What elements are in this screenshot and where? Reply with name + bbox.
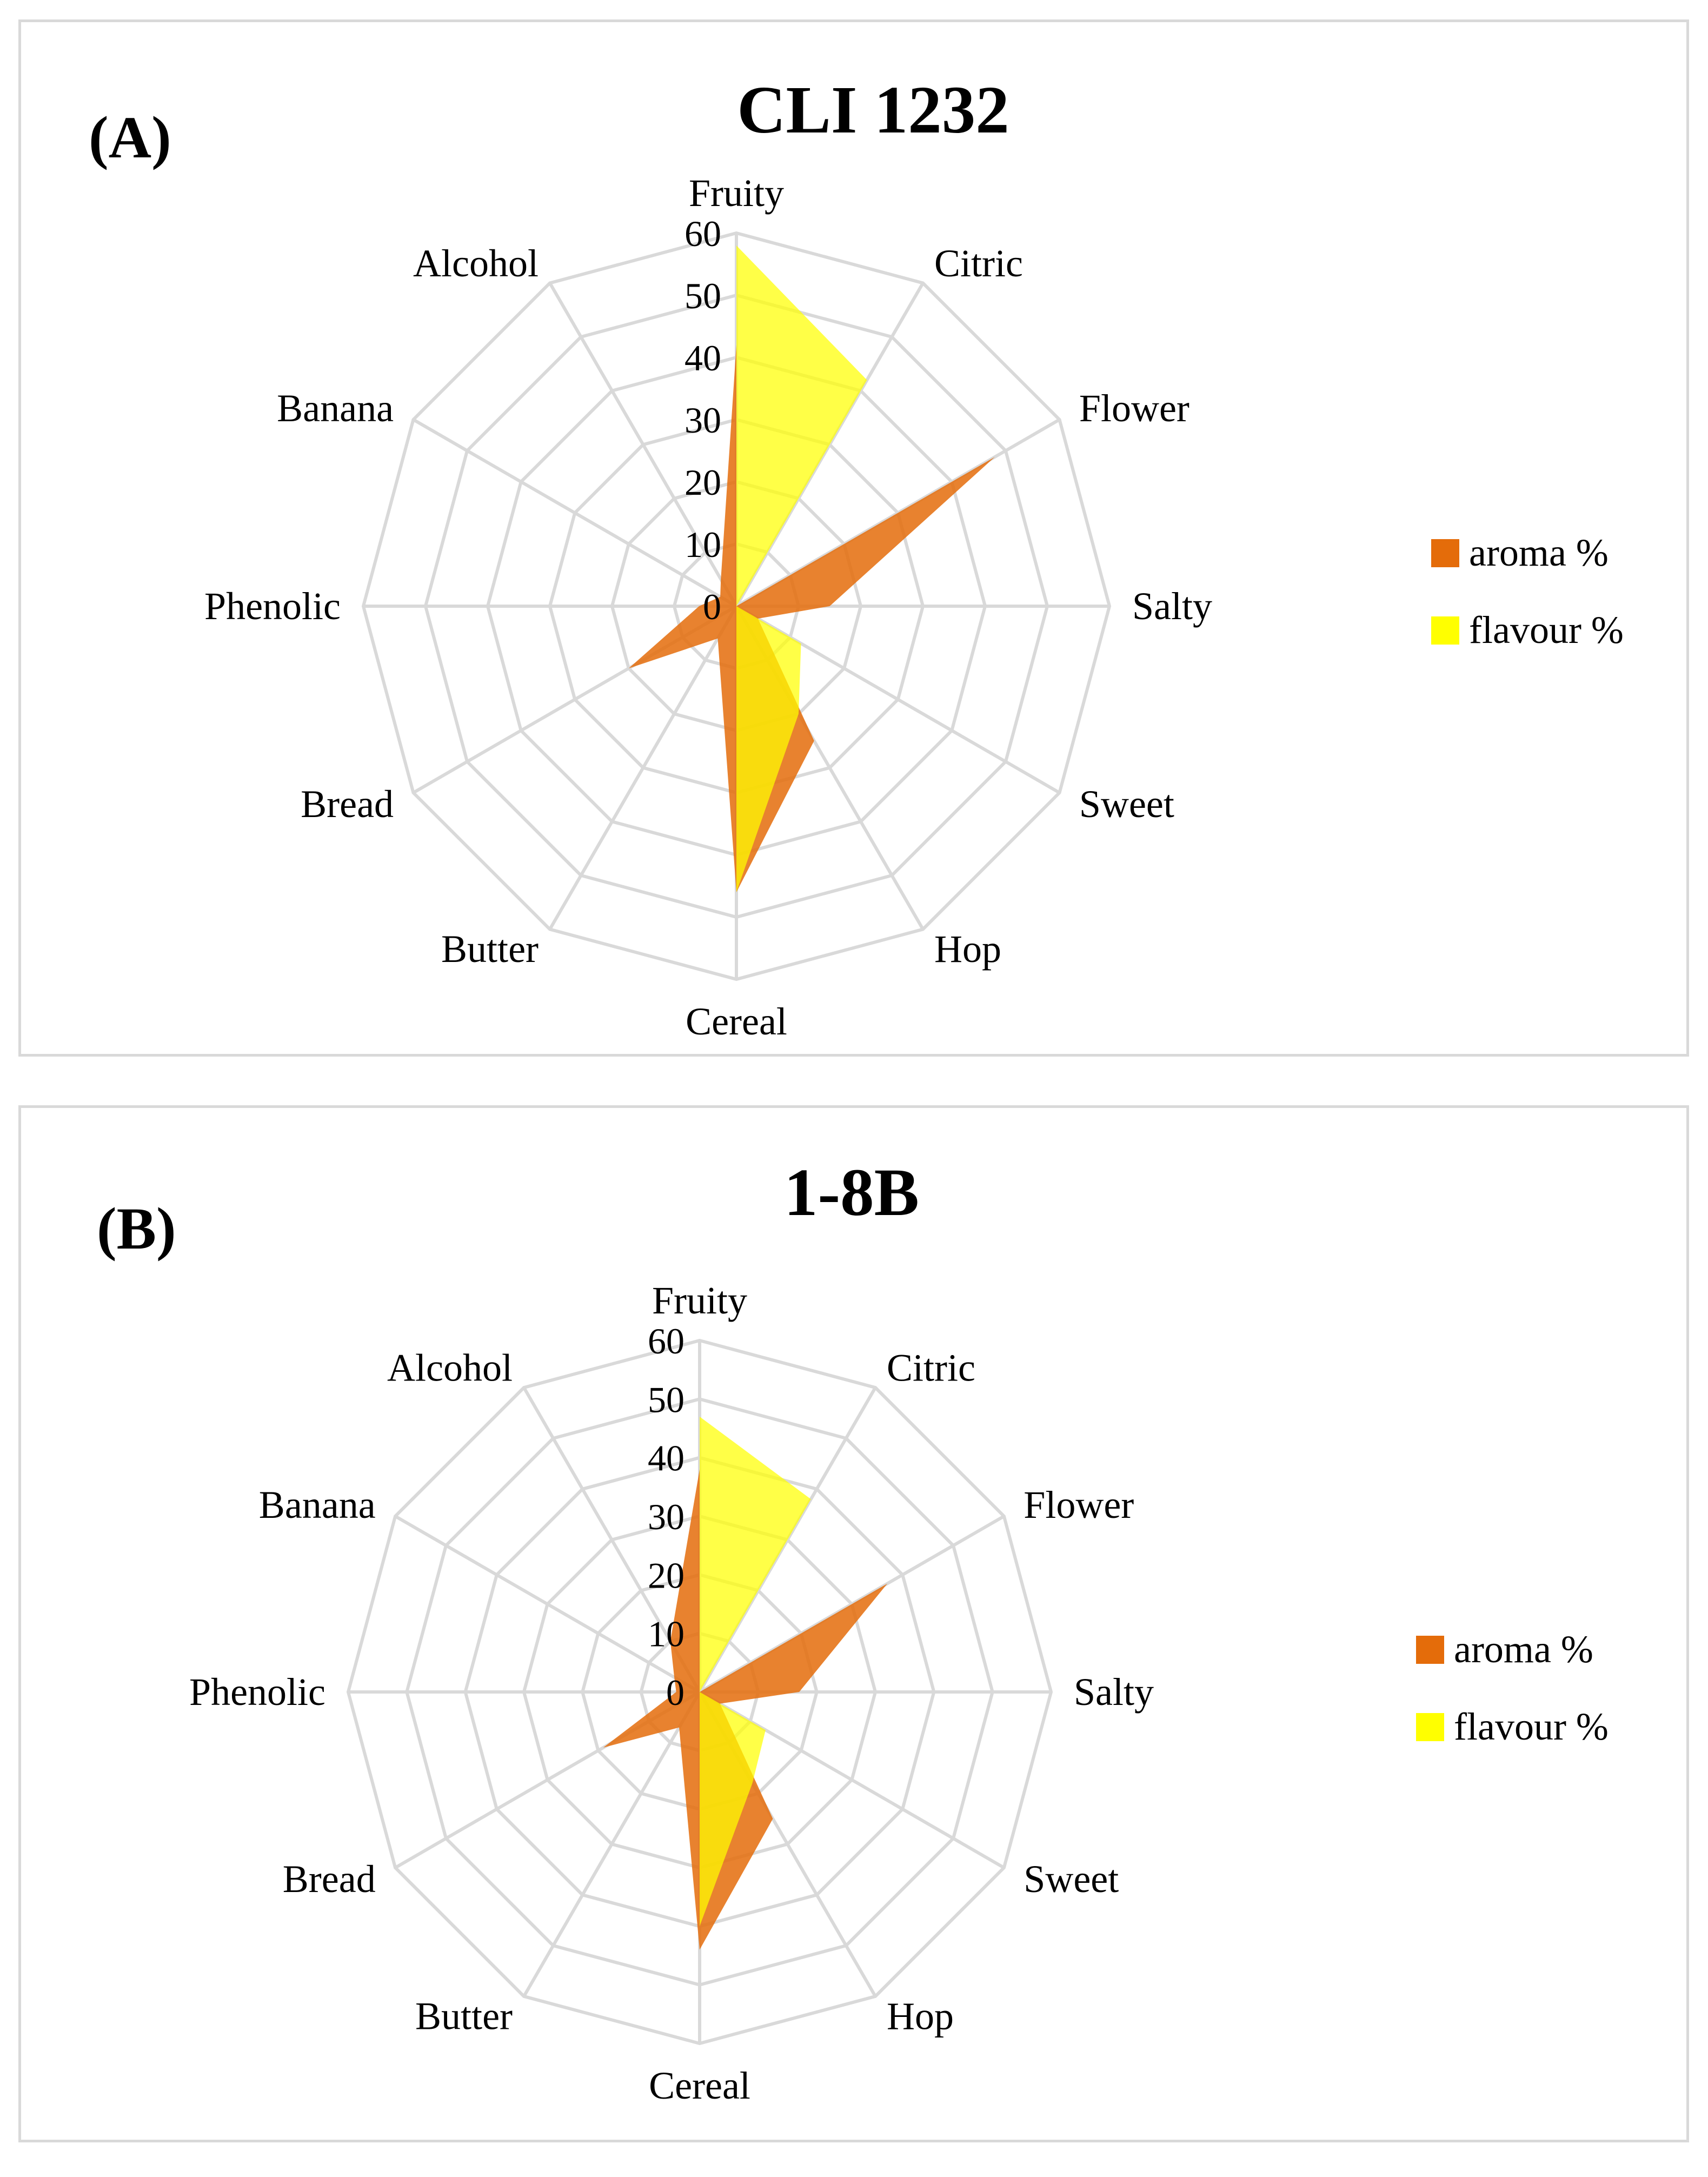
chart-title: CLI 1232 <box>737 73 1009 148</box>
chart-panel-b: (B) 1-8B 0 10 20 30 40 50 60 Fruity Citric Flower… <box>18 1105 1689 2142</box>
grid-spoke <box>699 1690 1005 1869</box>
flavour-swatch <box>1416 1713 1444 1741</box>
category-label: Banana <box>277 387 394 430</box>
category-label: Banana <box>259 1483 376 1526</box>
legend: aroma % flavour % <box>1416 1627 1609 1782</box>
flavour-swatch <box>1431 616 1459 645</box>
grid-spoke <box>735 282 925 607</box>
tick-label: 40 <box>648 1438 684 1479</box>
category-label: Sweet <box>1079 782 1174 826</box>
category-label: Fruity <box>689 171 784 215</box>
tick-label: 60 <box>648 1320 684 1362</box>
legend-item-aroma: aroma % <box>1431 530 1624 575</box>
category-label: Flower <box>1079 387 1189 430</box>
category-label: Fruity <box>652 1279 747 1322</box>
category-label: Sweet <box>1024 1857 1119 1901</box>
aroma-swatch <box>1416 1635 1444 1664</box>
tick-label: 0 <box>666 1672 684 1713</box>
series-area-flavour <box>588 1416 811 1927</box>
panel-label: (B) <box>97 1196 176 1262</box>
category-label: Bread <box>301 782 394 826</box>
category-label: Salty <box>1132 585 1212 628</box>
tick-label: 20 <box>648 1555 684 1596</box>
category-label: Flower <box>1024 1483 1134 1526</box>
category-label: Salty <box>1074 1670 1154 1714</box>
legend-item-flavour: flavour % <box>1416 1704 1609 1749</box>
tick-label: 20 <box>684 462 721 503</box>
category-label: Alcohol <box>387 1346 513 1390</box>
grid-spoke <box>522 1386 701 1693</box>
tick-label: 30 <box>648 1496 684 1537</box>
tick-label: 40 <box>684 337 721 379</box>
category-label: Butter <box>441 927 539 971</box>
tick-label: 10 <box>684 524 721 565</box>
category-label: Cereal <box>686 1000 787 1043</box>
panel-label: (A) <box>89 104 171 170</box>
category-label: Hop <box>887 1994 954 2037</box>
legend: aroma % flavour % <box>1431 530 1624 685</box>
chart-title: 1-8B <box>784 1156 919 1230</box>
legend-item-aroma: aroma % <box>1416 1627 1609 1672</box>
legend-label: aroma % <box>1469 531 1609 574</box>
series-area-flavour <box>618 245 867 892</box>
category-label: Hop <box>934 927 1001 971</box>
tick-label: 10 <box>648 1614 684 1655</box>
grid-spoke <box>394 1515 701 1694</box>
aroma-swatch <box>1431 539 1459 567</box>
category-label: Phenolic <box>189 1670 325 1714</box>
tick-label: 50 <box>684 275 721 316</box>
tick-label: 0 <box>703 586 721 627</box>
tick-label: 30 <box>684 400 721 441</box>
legend-label: flavour % <box>1454 1705 1609 1748</box>
grid-spoke <box>548 282 738 607</box>
category-label: Citric <box>934 242 1023 285</box>
category-label: Phenolic <box>204 585 341 628</box>
tick-label: 60 <box>684 213 721 254</box>
category-label: Citric <box>887 1346 975 1390</box>
chart-panel-a: (A) CLI 1232 0 10 20 30 40 50 60 Fruity Citric Fl… <box>18 19 1689 1057</box>
grid-spoke <box>522 1691 701 1997</box>
tick-label: 50 <box>648 1379 684 1420</box>
category-label: Bread <box>283 1857 376 1901</box>
series-area-aroma <box>603 1469 888 1950</box>
series-area-aroma <box>628 345 995 892</box>
grid-spoke <box>548 605 738 931</box>
legend-label: aroma % <box>1454 1628 1593 1671</box>
legend-item-flavour: flavour % <box>1431 608 1624 653</box>
legend-label: flavour % <box>1469 608 1624 652</box>
category-label: Alcohol <box>413 242 539 285</box>
category-label: Butter <box>415 1994 513 2037</box>
category-label: Cereal <box>649 2064 750 2107</box>
grid-spoke <box>412 418 737 608</box>
